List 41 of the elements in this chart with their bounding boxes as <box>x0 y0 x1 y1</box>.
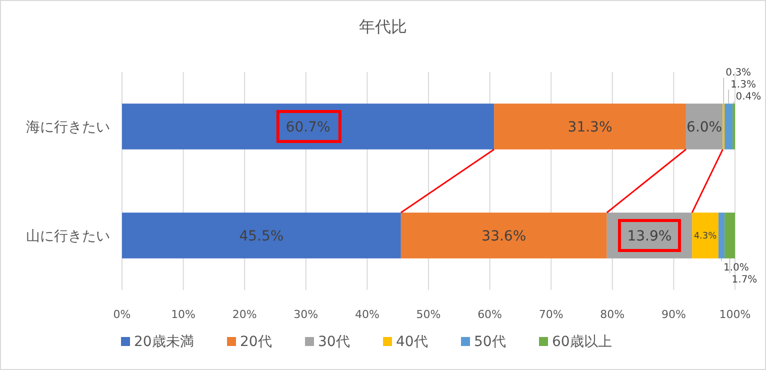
x-tick-label: 60% <box>478 308 502 321</box>
bar <box>122 104 494 150</box>
data-label: 33.6% <box>482 228 526 245</box>
bar <box>400 212 607 258</box>
data-label: 6.0% <box>686 120 722 136</box>
bar <box>686 104 723 150</box>
x-tick-label: 20% <box>232 308 257 321</box>
x-tick-label: 80% <box>600 308 625 321</box>
legend-label: 20歳未満 <box>134 334 194 350</box>
x-tick-label: 50% <box>416 308 441 321</box>
legend-label: 30代 <box>318 334 350 350</box>
x-tick-label: 70% <box>538 308 564 321</box>
x-tick-label: 40% <box>354 308 380 321</box>
bar <box>692 212 718 258</box>
data-label: 0.3% <box>726 68 752 79</box>
bar <box>122 212 401 258</box>
legend-label: 40代 <box>396 334 428 350</box>
data-label: 45.5% <box>239 228 284 245</box>
bar <box>724 212 735 258</box>
x-tick-label: 100% <box>719 308 751 321</box>
bar <box>718 212 725 258</box>
bar <box>724 104 733 150</box>
data-label: 0.4% <box>736 92 762 103</box>
x-tick-label: 0% <box>113 308 131 321</box>
x-tick-label: 90% <box>661 308 686 321</box>
legend-label: 50代 <box>474 334 506 350</box>
y-tick-label: 山に行きたい <box>26 228 110 244</box>
x-tick-label: 30% <box>294 308 318 321</box>
y-tick-label: 海に行きたい <box>26 120 110 136</box>
data-label: 31.3% <box>568 120 612 136</box>
legend-label: 60歳以上 <box>552 334 612 350</box>
data-label: 13.9% <box>627 228 672 245</box>
data-label: 1.3% <box>730 80 756 91</box>
x-tick-label: 10% <box>171 308 196 321</box>
bar <box>494 104 686 150</box>
legend-label: 20代 <box>240 334 272 350</box>
data-label: 1.0% <box>724 262 749 274</box>
data-label: 4.3% <box>694 232 718 242</box>
data-label: 60.7% <box>286 120 330 136</box>
chart-title: 年代比 <box>359 17 407 36</box>
data-label: 1.7% <box>732 274 758 286</box>
